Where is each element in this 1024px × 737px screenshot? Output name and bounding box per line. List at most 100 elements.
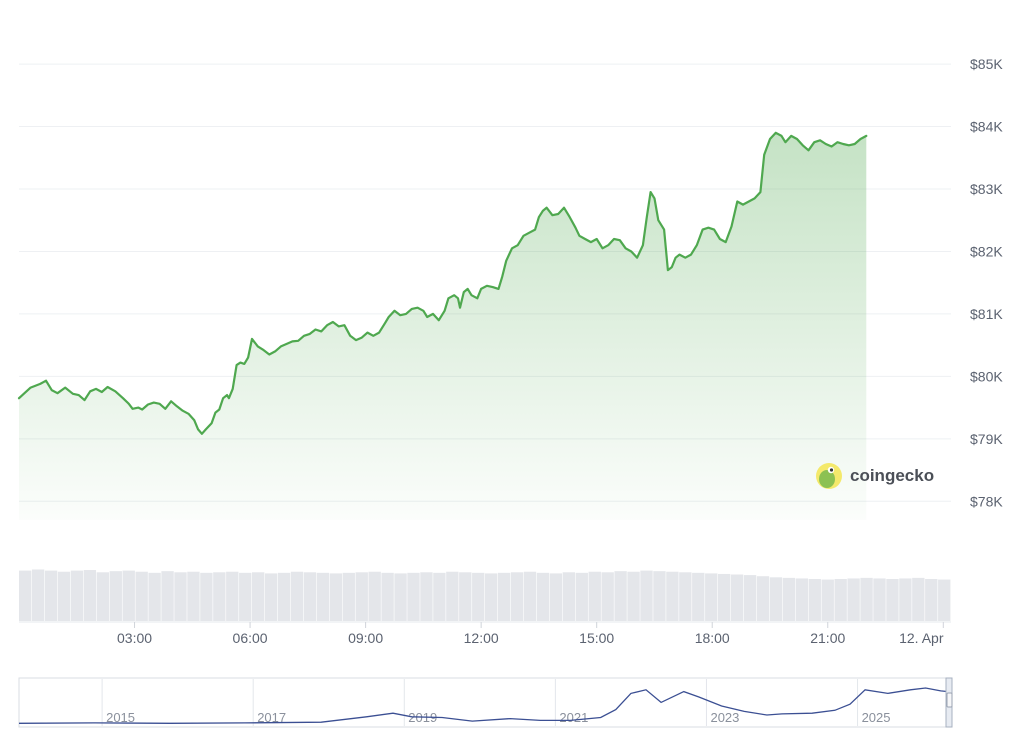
volume-bar: [549, 573, 563, 621]
volume-bar: [290, 571, 304, 621]
x-tick-label: 12:00: [464, 630, 499, 646]
volume-bar: [769, 577, 783, 621]
volume-bar: [239, 572, 252, 621]
volume-bar: [705, 573, 718, 621]
volume-bar: [187, 571, 200, 621]
y-axis: $78K $79K $80K $81K $82K $83K $84K $85K: [970, 56, 1003, 509]
y-tick-label: $79K: [970, 431, 1003, 447]
volume-bar: [666, 571, 679, 621]
range-navigator[interactable]: 2015 2017 2019 2021 2023 2025: [18, 677, 953, 728]
volume-bar: [174, 572, 187, 621]
volume-bar: [536, 572, 550, 621]
navigator-year-label: 2015: [106, 710, 135, 725]
volume-bar: [640, 570, 653, 621]
navigator-line: [18, 687, 949, 724]
volume-bar: [782, 577, 796, 621]
volume-bar: [96, 572, 110, 621]
volume-bar: [821, 579, 834, 621]
volume-bar: [329, 573, 343, 621]
volume-bar: [562, 572, 576, 621]
volume-bar: [109, 571, 122, 621]
volume-bar: [614, 571, 627, 621]
volume-bar: [730, 574, 744, 621]
volume-bar: [420, 572, 433, 621]
navigator-history-line: [18, 687, 949, 724]
volume-bar: [200, 572, 213, 621]
volume-bar: [873, 578, 886, 621]
volume-bar: [148, 572, 161, 621]
volume-bar: [44, 570, 58, 621]
logo-text: coingecko: [850, 466, 934, 485]
volume-bar: [692, 572, 705, 621]
navigator-year-label: 2017: [257, 710, 286, 725]
navigator-year-label: 2021: [559, 710, 588, 725]
volume-bar: [252, 572, 265, 621]
gecko-icon: [816, 463, 842, 489]
volume-bar: [808, 579, 821, 621]
volume-bar: [316, 572, 330, 621]
volume-bar: [575, 572, 588, 621]
y-tick-label: $84K: [970, 119, 1003, 135]
y-tick-label: $85K: [970, 56, 1003, 72]
price-line[interactable]: [17, 131, 868, 435]
volume-bar: [601, 572, 614, 621]
volume-bar: [899, 578, 912, 621]
volume-bar: [459, 572, 472, 621]
volume-bar: [795, 578, 809, 621]
volume-bar: [303, 572, 317, 621]
volume-bar: [743, 575, 757, 621]
volume-bar: [886, 579, 899, 621]
x-tick-label: 18:00: [695, 630, 730, 646]
volume-bar: [588, 571, 601, 621]
x-tick-label: 09:00: [348, 630, 383, 646]
volume-bar: [226, 571, 239, 621]
navigator-frame: [18, 677, 953, 728]
volume-bar: [847, 578, 860, 621]
volume-bar: [213, 572, 226, 621]
x-tick-label: 03:00: [117, 630, 152, 646]
y-tick-label: $82K: [970, 243, 1003, 259]
y-tick-label: $83K: [970, 181, 1003, 197]
volume-bar: [860, 577, 873, 621]
volume-bar: [70, 570, 84, 621]
navigator-year-label: 2023: [710, 710, 739, 725]
volume-bar: [627, 571, 640, 621]
navigator-handle[interactable]: [946, 692, 953, 708]
coingecko-watermark: coingecko: [816, 463, 934, 489]
volume-bar: [264, 573, 278, 621]
volume-bar: [472, 572, 485, 621]
volume-bar: [368, 571, 381, 621]
volume-bar: [433, 572, 446, 621]
volume-bar: [446, 571, 459, 621]
volume-bar: [135, 571, 148, 621]
y-tick-label: $78K: [970, 493, 1003, 509]
x-tick-label: 15:00: [579, 630, 614, 646]
volume-bar: [834, 579, 847, 621]
volume-bar: [925, 579, 938, 621]
volume-bar: [31, 569, 45, 621]
navigator-year-label: 2025: [862, 710, 891, 725]
volume-bar: [938, 579, 951, 621]
volume-bar: [83, 570, 97, 621]
x-tick-label: 06:00: [233, 630, 268, 646]
volume-bar: [57, 571, 71, 621]
volume-bar: [161, 571, 174, 621]
volume-bar: [277, 572, 291, 621]
volume-bar: [679, 572, 692, 621]
volume-bars: [19, 569, 951, 621]
price-area-fill: [19, 132, 867, 521]
y-tick-label: $80K: [970, 368, 1003, 384]
volume-bar: [497, 572, 511, 621]
price-line-layer: [17, 131, 868, 435]
x-tick-label: 21:00: [810, 630, 845, 646]
volume-bar: [510, 572, 524, 621]
navigator-year-ticks: 2015 2017 2019 2021 2023 2025: [101, 679, 891, 726]
x-axis: 03:00 06:00 09:00 12:00 15:00 18:00 21:00 12. A…: [19, 621, 951, 646]
volume-bar: [19, 570, 32, 621]
volume-bar: [381, 572, 394, 621]
price-area: [19, 132, 867, 521]
volume-bar: [485, 573, 498, 621]
x-tick-label: 12. Apr: [899, 630, 944, 646]
